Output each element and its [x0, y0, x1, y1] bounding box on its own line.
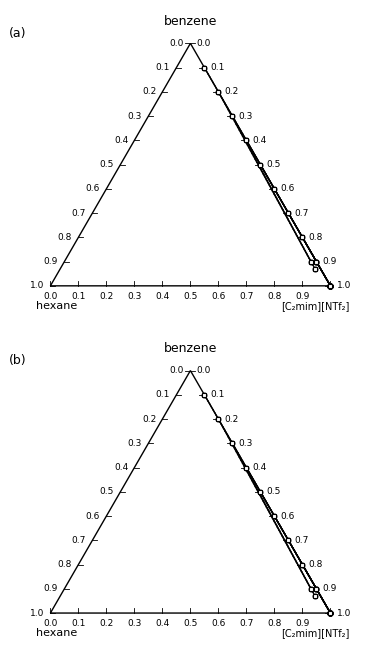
Text: 0.1: 0.1 [211, 63, 225, 72]
Text: 0.7: 0.7 [72, 536, 86, 545]
Text: [C₂mim][NTf₂]: [C₂mim][NTf₂] [281, 629, 350, 638]
Text: 0.4: 0.4 [114, 463, 128, 472]
Text: 0.1: 0.1 [71, 619, 85, 628]
Text: 0.0: 0.0 [43, 619, 58, 628]
Text: 0.3: 0.3 [239, 439, 253, 448]
Text: 0.1: 0.1 [156, 63, 170, 72]
Text: 0.3: 0.3 [239, 111, 253, 121]
Text: 1.0: 1.0 [30, 281, 44, 290]
Text: 0.4: 0.4 [252, 136, 267, 145]
Text: 0.0: 0.0 [43, 292, 58, 301]
Text: 0.4: 0.4 [155, 619, 169, 628]
Text: 0.7: 0.7 [239, 619, 254, 628]
Text: 0.3: 0.3 [128, 111, 142, 121]
Text: 0.6: 0.6 [86, 184, 100, 193]
Text: 0.9: 0.9 [323, 257, 337, 266]
Text: 0.6: 0.6 [211, 292, 225, 301]
Text: 0.8: 0.8 [58, 233, 72, 242]
Text: 0.2: 0.2 [142, 415, 156, 424]
Text: 0.2: 0.2 [99, 292, 114, 301]
Text: 0.9: 0.9 [44, 584, 58, 594]
Text: 0.9: 0.9 [44, 257, 58, 266]
Text: 1.0: 1.0 [337, 608, 351, 618]
Text: 0.5: 0.5 [100, 160, 114, 169]
Text: (b): (b) [8, 354, 26, 367]
Text: [C₂mim][NTf₂]: [C₂mim][NTf₂] [281, 301, 350, 311]
Text: 0.5: 0.5 [267, 160, 281, 169]
Text: 1.0: 1.0 [337, 281, 351, 290]
Text: 0.2: 0.2 [225, 87, 239, 97]
Text: 0.0: 0.0 [196, 366, 211, 375]
Text: 0.6: 0.6 [86, 511, 100, 520]
Text: hexane: hexane [36, 301, 78, 311]
Text: 0.2: 0.2 [225, 415, 239, 424]
Text: 0.7: 0.7 [239, 292, 254, 301]
Text: 0.8: 0.8 [267, 619, 281, 628]
Text: benzene: benzene [164, 15, 217, 28]
Text: 1.0: 1.0 [30, 608, 44, 618]
Text: 0.6: 0.6 [211, 619, 225, 628]
Text: hexane: hexane [36, 629, 78, 638]
Text: 0.8: 0.8 [267, 292, 281, 301]
Text: 0.5: 0.5 [183, 292, 198, 301]
Text: 0.9: 0.9 [295, 292, 310, 301]
Text: 0.3: 0.3 [127, 619, 142, 628]
Text: 0.2: 0.2 [99, 619, 114, 628]
Text: 0.8: 0.8 [309, 233, 323, 242]
Text: 0.4: 0.4 [252, 463, 267, 472]
Text: 0.3: 0.3 [127, 292, 142, 301]
Text: 0.2: 0.2 [142, 87, 156, 97]
Text: 0.5: 0.5 [267, 487, 281, 496]
Text: benzene: benzene [164, 342, 217, 355]
Text: 0.3: 0.3 [128, 439, 142, 448]
Text: 0.0: 0.0 [170, 366, 184, 375]
Text: 0.9: 0.9 [295, 619, 310, 628]
Text: 0.7: 0.7 [294, 209, 309, 218]
Text: 0.7: 0.7 [294, 536, 309, 545]
Text: 0.9: 0.9 [323, 584, 337, 594]
Text: 0.5: 0.5 [183, 619, 198, 628]
Text: 0.6: 0.6 [281, 184, 295, 193]
Text: 0.0: 0.0 [196, 39, 211, 48]
Text: 0.4: 0.4 [155, 292, 169, 301]
Text: (a): (a) [8, 27, 26, 40]
Text: 0.7: 0.7 [72, 209, 86, 218]
Text: 0.5: 0.5 [100, 487, 114, 496]
Text: 0.1: 0.1 [71, 292, 85, 301]
Text: 0.4: 0.4 [114, 136, 128, 145]
Text: 0.1: 0.1 [211, 390, 225, 399]
Text: 0.8: 0.8 [58, 560, 72, 569]
Text: 0.8: 0.8 [309, 560, 323, 569]
Text: 0.1: 0.1 [156, 390, 170, 399]
Text: 0.6: 0.6 [281, 511, 295, 520]
Text: 0.0: 0.0 [170, 39, 184, 48]
